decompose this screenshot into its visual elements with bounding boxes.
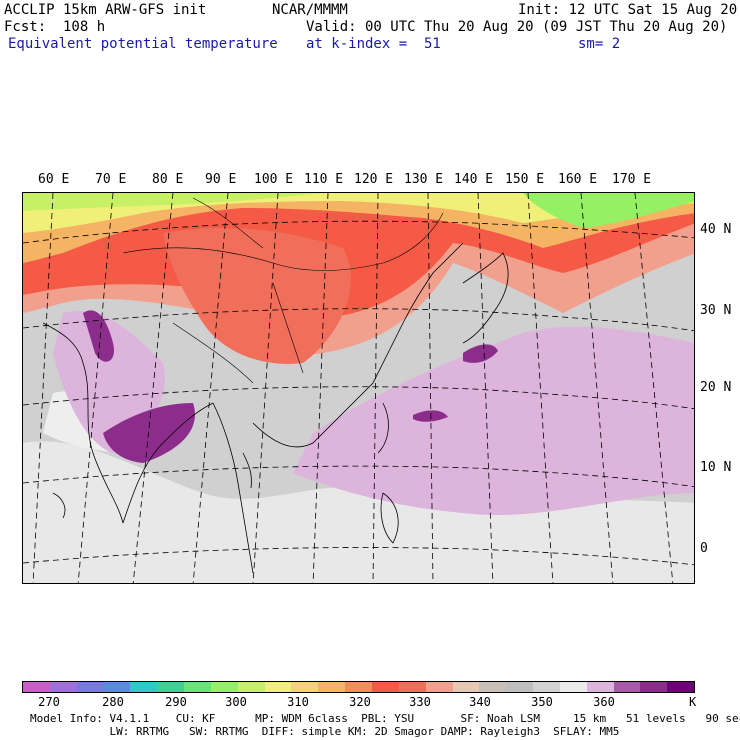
graticule-20n (23, 386, 694, 410)
coast-japan (462, 252, 509, 344)
lat-label: 0 (700, 541, 708, 556)
borders (122, 197, 444, 384)
border-north (122, 212, 444, 271)
coast-malay (212, 402, 254, 574)
purple-core-pakistan (83, 310, 114, 362)
forecast-hour: Fcst: 108 h (4, 19, 106, 35)
colorbar-cell (184, 682, 211, 692)
coast-cambodia (242, 452, 252, 489)
border-china-sw (272, 282, 304, 374)
lon-label: 100 E (254, 172, 294, 187)
center-label: NCAR/MMMM (272, 2, 348, 18)
valid-time: Valid: 00 UTC Thu 20 Aug 20 (09 JST Thu … (306, 19, 728, 35)
colorbar-cell (533, 682, 560, 692)
tropical-light-region (23, 441, 694, 583)
colorbar-tick: 290 (165, 695, 187, 709)
colorbar-unit: K (689, 695, 697, 709)
colorbar-cell (506, 682, 534, 692)
coast-taiwan (377, 402, 389, 454)
border-himalaya (172, 322, 254, 384)
coast-srilanka (52, 492, 66, 519)
band-green-east (523, 193, 694, 228)
colorbar-cell (76, 682, 104, 692)
lat-label: 10 N (700, 460, 732, 475)
colorbar-cell (23, 682, 50, 692)
graticule-10n (23, 465, 694, 488)
graticule (23, 193, 694, 583)
coast-india-east (122, 402, 214, 524)
coastlines (42, 242, 509, 574)
lat-label: 30 N (700, 303, 732, 318)
lon-label: 140 E (454, 172, 494, 187)
coast-indochina (252, 322, 404, 448)
colorbar-tick: 320 (349, 695, 371, 709)
colorbar-tick: 270 (38, 695, 60, 709)
colorbar-cell (291, 682, 319, 692)
init-time: Init: 12 UTC Sat 15 Aug 20 (518, 2, 738, 18)
band-green (23, 193, 323, 211)
model-title: ACCLIP 15km ARW-GFS init (4, 2, 207, 18)
purple-core-bay-of-bengal (103, 403, 195, 463)
colorbar-cell (479, 682, 507, 692)
lat-label: 40 N (700, 222, 732, 237)
colorbar-cell (613, 682, 641, 692)
colorbar-tick: 350 (531, 695, 553, 709)
graticule-40n (23, 220, 694, 244)
model-info-line2: LW: RRTMG SW: RRTMG DIFF: simple KM: 2D … (30, 725, 620, 738)
lon-label: 70 E (95, 172, 127, 187)
smoothing-label: sm= 2 (578, 36, 621, 52)
lon-label: 160 E (558, 172, 598, 187)
colorbar-tick: 300 (225, 695, 247, 709)
colorbar-cell (345, 682, 372, 692)
lon-label: 130 E (404, 172, 444, 187)
lon-label: 150 E (505, 172, 545, 187)
colorbar-cell (157, 682, 185, 692)
colorbar-cell (49, 682, 77, 692)
colorbar-cell (130, 682, 158, 692)
colorbar-tick: 340 (469, 695, 491, 709)
lon-label: 170 E (612, 172, 652, 187)
graticule-60e (32, 193, 54, 583)
plateau-warm-region (163, 228, 351, 364)
map-canvas (23, 193, 694, 583)
colorbar-cell (559, 682, 587, 692)
lilac-region-pacific (293, 326, 694, 516)
model-info-line1: Model Info: V4.1.1 CU: KF MP: WDM 6class… (30, 712, 740, 725)
lon-label: 80 E (152, 172, 184, 187)
colorbar-cell (318, 682, 346, 692)
lon-label: 60 E (38, 172, 70, 187)
colorbar-tick: 330 (409, 695, 431, 709)
level-label: at k-index = 51 (306, 36, 441, 52)
colorbar-cell (103, 682, 131, 692)
border-kazakh (192, 197, 264, 249)
lon-label: 90 E (205, 172, 237, 187)
colorbar-cell (398, 682, 426, 692)
colorbar-cell (640, 682, 668, 692)
colorbar-cell (667, 682, 695, 692)
coast-china (402, 242, 464, 324)
purple-core-pacific (463, 344, 498, 363)
colorbar-cell (452, 682, 480, 692)
coast-india-west (42, 322, 124, 524)
colorbar-cell (237, 682, 265, 692)
lon-label: 120 E (354, 172, 394, 187)
colorbar-tick: 280 (102, 695, 124, 709)
colorbar-cell (264, 682, 292, 692)
colorbar-cell (371, 682, 399, 692)
lat-label: 20 N (700, 380, 732, 395)
graticule-equator (23, 547, 694, 566)
lon-label: 110 E (304, 172, 344, 187)
colorbar-tick: 310 (287, 695, 309, 709)
colorbar-cell (425, 682, 453, 692)
colorbar (22, 681, 695, 693)
colorbar-tick: 360 (593, 695, 615, 709)
colorbar-cell (586, 682, 614, 692)
coast-philippines (380, 492, 399, 544)
colorbar-cell (210, 682, 238, 692)
field-name: Equivalent potential temperature (8, 36, 278, 52)
graticule-30n (23, 308, 694, 332)
theta-e-map (22, 192, 695, 584)
